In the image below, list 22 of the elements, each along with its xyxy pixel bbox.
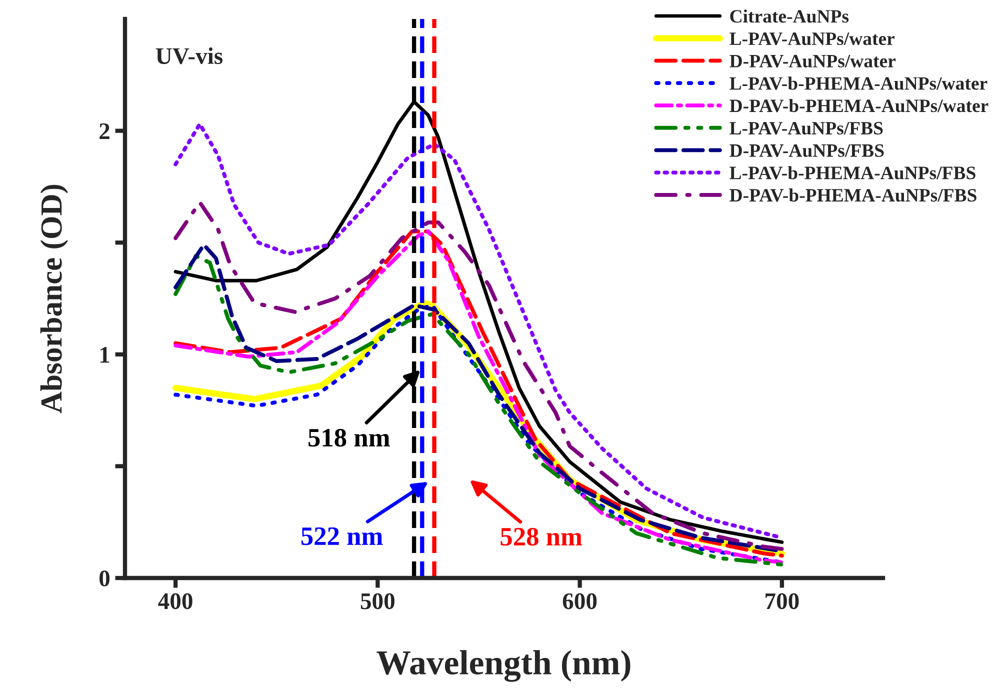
annotation: UV-vis [156,47,223,64]
legend-label: L-PAV-AuNPs/FBS [730,122,883,135]
ref-line-label: 518 nm [308,428,390,447]
legend-label: L-PAV-AuNPs/water [730,32,894,46]
x-tick-label: 600 [562,593,597,610]
x-tick-label: 500 [360,593,394,610]
y-axis-title: Absorbance (OD) [40,184,68,414]
x-tick-label: 400 [158,593,192,610]
y-tick-label: 1 [100,347,110,363]
legend-label: D-PAV-AuNPs/water [730,54,896,68]
y-tick-label: 2 [100,123,110,139]
x-axis-title: Wavelength (nm) [376,650,630,682]
ref-line-label: 528 nm [500,528,582,546]
legend-label: D-PAV-AuNPs/FBS [730,144,884,157]
legend-label: D-PAV-b-PHEMA-AuNPs/FBS [730,188,976,202]
legend-label: L-PAV-b-PHEMA-AuNPs/FBS [730,166,976,180]
legend-label: Citrate-AuNPs [730,9,849,23]
legend-label: L-PAV-b-PHEMA-AuNPs/water [730,76,988,90]
legend-label: D-PAV-b-PHEMA-AuNPs/water [730,98,988,112]
x-tick-label: 700 [766,593,799,610]
y-tick-label: 0 [100,570,110,586]
ref-line-label: 522 nm [301,527,383,546]
